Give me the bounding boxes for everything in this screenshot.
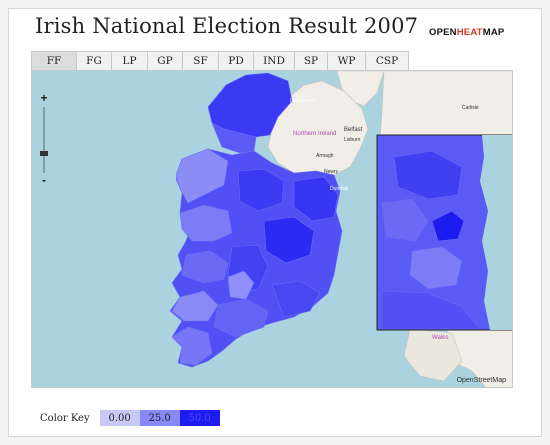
inset-dublin-south[interactable] — [409, 246, 463, 290]
constituency-roscommon[interactable] — [227, 270, 255, 300]
brand-heat: HEAT — [456, 27, 483, 38]
page-title: Irish National Election Result 2007 — [35, 14, 419, 38]
tab-fg[interactable]: FG — [76, 51, 111, 71]
tab-ff[interactable]: FF — [31, 51, 76, 71]
zoom-in-button[interactable]: + — [40, 91, 48, 105]
label-lisburn: Lisburn — [344, 137, 361, 143]
constituency-kerry-north[interactable] — [171, 290, 219, 322]
inset-sea — [480, 135, 512, 330]
label-wales: Wales — [432, 335, 448, 341]
zoom-slider-handle[interactable] — [40, 151, 48, 156]
constituency-kerry-south[interactable] — [171, 326, 213, 366]
legend-swatch-0: 0.00 — [99, 410, 140, 426]
tab-ind[interactable]: IND — [253, 51, 294, 71]
inset-dublin-west[interactable] — [381, 198, 429, 242]
northern-ireland-land — [267, 80, 369, 176]
constituency-galway-west[interactable] — [179, 204, 233, 242]
legend-swatch-2: 50.0 — [179, 410, 220, 426]
party-tabs: FF FG LP GP SF PD IND SP WP CSP — [31, 51, 409, 71]
tab-pd[interactable]: PD — [218, 51, 253, 71]
legend-value-2: 50.0 — [188, 412, 211, 424]
constituency-laois-offaly[interactable] — [263, 216, 315, 264]
constituency-waterford[interactable] — [271, 280, 321, 318]
legend-swatch-1: 25.0 — [139, 410, 180, 426]
brand-map: MAP — [482, 27, 505, 38]
label-dundalk: Dundalk — [330, 186, 349, 192]
label-letterkenny: Letterkenny — [290, 98, 317, 104]
constituency-donegal-south[interactable] — [211, 122, 257, 154]
color-key: Color Key 0.00 25.0 50.0 — [40, 409, 220, 427]
label-northern-ireland: Northern Ireland — [293, 131, 336, 137]
constituency-mayo[interactable] — [175, 148, 229, 204]
label-belfast: Belfast — [344, 127, 363, 133]
inset-wicklow[interactable] — [381, 290, 481, 330]
tab-gp[interactable]: GP — [147, 51, 182, 71]
inset-dublin-north[interactable] — [393, 150, 463, 200]
brand-open: OPEN — [429, 27, 457, 38]
constituency-longford[interactable] — [237, 168, 285, 212]
label-carlisle: Carlisle — [462, 105, 479, 111]
map-attribution[interactable]: OpenStreetMap — [456, 377, 506, 384]
color-key-label: Color Key — [40, 412, 90, 424]
constituency-meath[interactable] — [293, 176, 339, 222]
map-svg[interactable]: Northern Ireland Belfast Lisburn Armagh … — [32, 71, 513, 388]
tab-lp[interactable]: LP — [111, 51, 147, 71]
tab-csp[interactable]: CSP — [365, 51, 409, 71]
tab-sf[interactable]: SF — [182, 51, 218, 71]
zoom-out-button[interactable]: - — [42, 173, 46, 187]
scotland-land — [336, 71, 385, 107]
inset-dublin-central[interactable] — [431, 210, 465, 242]
openheatmap-logo[interactable]: OPENHEATMAP — [429, 27, 504, 38]
wales-land — [403, 328, 463, 382]
label-armagh: Armagh — [316, 153, 334, 159]
zoom-control: + - — [38, 91, 50, 191]
zoom-slider-track[interactable] — [43, 107, 45, 173]
constituency-clare[interactable] — [181, 250, 229, 284]
legend-value-0: 0.00 — [108, 412, 131, 424]
tab-wp[interactable]: WP — [327, 51, 365, 71]
label-newry: Newry — [324, 169, 339, 175]
legend-value-1: 25.0 — [148, 412, 171, 424]
heat-map[interactable]: Northern Ireland Belfast Lisburn Armagh … — [31, 70, 513, 388]
tab-sp[interactable]: SP — [294, 51, 327, 71]
